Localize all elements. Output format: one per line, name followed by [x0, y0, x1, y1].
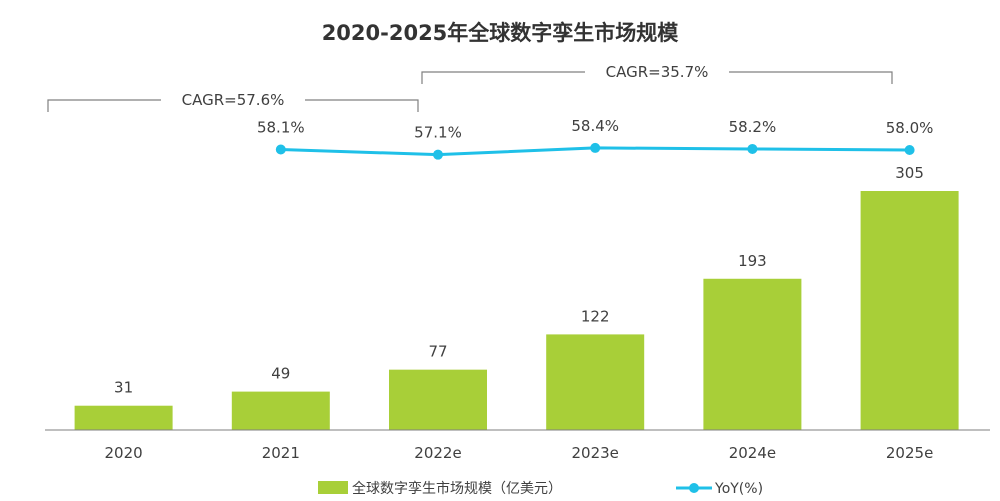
x-tick-label-2022e: 2022e [414, 444, 461, 462]
yoy-value-label-2025e: 58.0% [886, 119, 934, 137]
yoy-point-2022e [433, 149, 443, 160]
bar-value-label-2025e: 305 [895, 164, 924, 182]
cagr-label-1: CAGR=57.6% [182, 91, 285, 109]
yoy-point-2023e [590, 142, 601, 153]
x-tick-label-2023e: 2023e [571, 444, 618, 462]
cagr-bracket-2 [421, 71, 893, 84]
cagr-bracket-1 [47, 99, 419, 112]
x-tick-labels: 2020 2021 2022e 2023e 2024e 2025e [105, 444, 934, 462]
chart-title: 2020-2025年全球数字孪生市场规模 [322, 21, 680, 45]
cagr-label-2: CAGR=35.7% [606, 63, 709, 81]
bar-2024e [703, 278, 802, 430]
bar-2022e [389, 369, 487, 430]
yoy-value-label-2022e: 57.1% [414, 124, 462, 142]
bar-value-label-2023e: 122 [581, 307, 610, 325]
bar-2025e [860, 191, 959, 430]
yoy-line-series: 58.1% 57.1% 58.4% 58.2% 58.0% [257, 117, 933, 160]
x-tick-label-2025e: 2025e [886, 444, 933, 462]
legend-label-bar: 全球数字孪生市场规模（亿美元） [352, 480, 562, 497]
x-tick-label-2024e: 2024e [729, 444, 776, 462]
legend: 全球数字孪生市场规模（亿美元） YoY(%) [318, 480, 763, 497]
legend-swatch-marker [689, 483, 699, 493]
cagr-brackets: CAGR=57.6% CAGR=35.7% [47, 63, 893, 112]
yoy-value-label-2023e: 58.4% [571, 117, 619, 135]
yoy-point-2025e [904, 145, 915, 155]
bar-series: 31 49 77 122 193 305 [74, 164, 959, 430]
bar-value-label-2024e: 193 [738, 252, 767, 270]
bar-2020 [74, 405, 173, 430]
x-tick-label-2021: 2021 [262, 444, 300, 462]
bar-value-label-2021: 49 [271, 365, 290, 383]
bar-value-label-2020: 31 [114, 379, 133, 397]
bar-2023e [546, 334, 645, 430]
yoy-point-2024e [747, 143, 758, 154]
x-tick-label-2020: 2020 [105, 444, 143, 462]
yoy-point-2021 [275, 144, 286, 155]
bar-value-label-2022e: 77 [428, 343, 447, 361]
yoy-value-label-2024e: 58.2% [729, 118, 777, 136]
legend-label-line: YoY(%) [714, 481, 763, 497]
legend-swatch-bar [318, 481, 348, 494]
yoy-value-label-2021: 58.1% [257, 118, 305, 136]
bar-2021 [231, 391, 330, 430]
